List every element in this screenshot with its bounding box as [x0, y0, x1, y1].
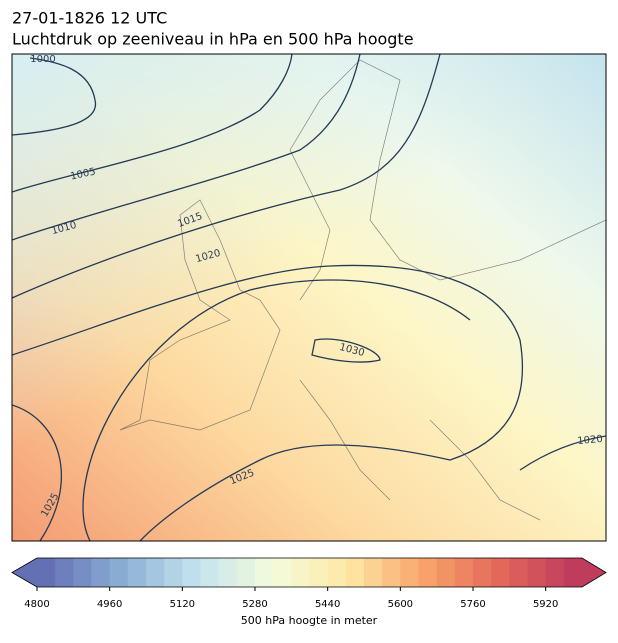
- colorbar-segment: [473, 558, 492, 587]
- colorbar-segment: [509, 558, 528, 587]
- colorbar-segment: [200, 558, 220, 587]
- colorbar-tick-label: 4800: [24, 599, 49, 610]
- colorbar-segment: [418, 558, 438, 587]
- colorbar-segment: [91, 558, 111, 587]
- colorbar-segment: [563, 558, 583, 587]
- colorbar-segment: [545, 558, 565, 587]
- colorbar-tick-label: 5280: [242, 599, 267, 610]
- colorbar-segment: [109, 558, 129, 587]
- colorbar-segment: [37, 558, 56, 587]
- contour: [311, 338, 381, 363]
- contour: [12, 404, 63, 541]
- contour: [82, 279, 471, 541]
- colorbar-segment: [364, 558, 383, 587]
- colorbar-segment: [255, 558, 274, 587]
- colorbar-segment: [236, 558, 256, 587]
- colorbar: 4800 4960 5120 5280 5440 5600 5760 5920: [11, 557, 607, 610]
- title: 27-01-1826 12 UTC: [12, 9, 167, 28]
- contour-label: 1005: [70, 166, 97, 182]
- map-frame: [11, 53, 607, 542]
- contour: [12, 54, 441, 299]
- colorbar-label: 500 hPa hoogte in meter: [241, 614, 378, 627]
- contour: [12, 264, 524, 541]
- contour-label: 1000: [30, 54, 55, 65]
- colorbar-segment: [491, 558, 510, 587]
- colorbar-segment: [291, 558, 310, 587]
- contour: [12, 54, 293, 193]
- colorbar-segment: [527, 558, 547, 587]
- colorbar-segment: [218, 558, 238, 587]
- colorbar-extend: [582, 558, 606, 587]
- colorbar-tick-label: 5760: [460, 599, 485, 610]
- colorbar-segment: [164, 558, 183, 587]
- colorbar-segment: [146, 558, 165, 587]
- colorbar-segment: [345, 558, 365, 587]
- height-field: [12, 54, 606, 541]
- colorbar-frame: [11, 557, 607, 588]
- colorbar-segment: [182, 558, 201, 587]
- contour: [519, 435, 606, 471]
- colorbar-segment: [382, 558, 401, 587]
- colorbar-segment: [309, 558, 329, 587]
- colorbar-tick-label: 5600: [388, 599, 413, 610]
- colorbar-segment: [327, 558, 347, 587]
- contour: [12, 54, 361, 241]
- colorbar-segment: [127, 558, 147, 587]
- contour: [12, 57, 97, 136]
- colorbar-segment: [400, 558, 419, 587]
- subtitle: Luchtdruk op zeeniveau in hPa en 500 hPa…: [12, 30, 414, 49]
- colorbar-segment: [273, 558, 292, 587]
- map: [12, 54, 606, 541]
- colorbar-segment: [73, 558, 92, 587]
- colorbar-tick-label: 4960: [97, 599, 122, 610]
- contour-label: 1020: [577, 434, 603, 447]
- colorbar-segment: [454, 558, 474, 587]
- colorbar-tick-label: 5120: [170, 599, 195, 610]
- colorbar-segment: [55, 558, 74, 587]
- colorbar-tick-label: 5440: [315, 599, 340, 610]
- colorbar-tick-label: 5920: [533, 599, 558, 610]
- colorbar-segment: [436, 558, 456, 587]
- coastline: [119, 59, 606, 521]
- colorbar-extend: [12, 558, 37, 587]
